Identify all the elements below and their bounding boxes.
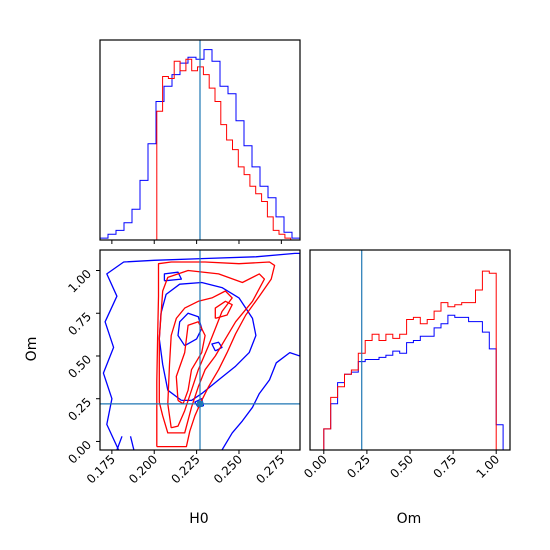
x-axis-label-om: Om bbox=[397, 511, 422, 527]
contour-red-level-1 bbox=[158, 269, 266, 434]
contour-blue-level-2 bbox=[177, 312, 203, 347]
histogram-red-series bbox=[323, 270, 497, 450]
contour-red-level-3 bbox=[175, 321, 206, 405]
truth-marker bbox=[197, 400, 203, 407]
contour-red-level-0 bbox=[156, 261, 276, 448]
contour-blue-level-7 bbox=[129, 436, 135, 450]
contour-blue-level-0 bbox=[102, 252, 300, 450]
y-axis-label-om: Om bbox=[24, 337, 40, 362]
contour-red-level-2 bbox=[167, 290, 233, 429]
x-axis-label-h0: H0 bbox=[189, 511, 208, 527]
contour-blue-level-6 bbox=[116, 436, 123, 450]
panel-h0-histogram bbox=[99, 39, 301, 244]
contour-blue-level-5 bbox=[163, 271, 183, 282]
panel-h0-om-frame bbox=[99, 249, 301, 451]
contour-red-level-4 bbox=[214, 300, 233, 320]
panel-h0-histogram-frame bbox=[99, 39, 301, 241]
histogram-red-series bbox=[156, 58, 292, 240]
